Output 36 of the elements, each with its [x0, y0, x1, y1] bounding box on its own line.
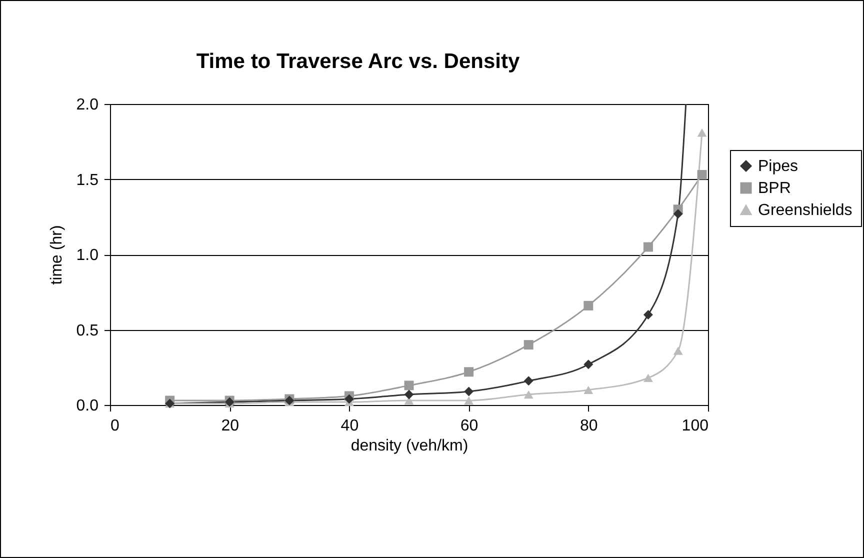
point — [464, 396, 474, 405]
x-tick-label: 60 — [460, 418, 478, 434]
legend-label: BPR — [758, 180, 791, 197]
x-axis-title: density (veh/km) — [350, 438, 468, 454]
point — [584, 300, 594, 310]
chart-title: Time to Traverse Arc vs. Density — [196, 50, 520, 73]
point — [464, 367, 474, 377]
point — [584, 360, 594, 370]
point — [584, 386, 594, 394]
x-tick-label: 0 — [110, 418, 120, 434]
point — [344, 394, 354, 404]
y-axis-title: time (hr) — [48, 225, 66, 285]
point — [673, 346, 683, 355]
point — [673, 209, 683, 219]
point — [404, 390, 414, 400]
point — [404, 380, 414, 390]
y-tick-label: 0.0 — [76, 398, 99, 414]
y-tick-label: 2.0 — [76, 96, 99, 114]
point — [524, 376, 534, 386]
point — [643, 242, 653, 252]
y-tick-label: 1.5 — [76, 172, 99, 189]
point — [697, 170, 707, 180]
x-tick-label: 80 — [580, 418, 598, 434]
point — [524, 340, 534, 350]
y-tick-label: 1.0 — [76, 247, 99, 264]
point — [643, 374, 653, 382]
x-tick-label: 20 — [221, 418, 240, 434]
x-tick-label: 100 — [682, 418, 709, 434]
point — [643, 310, 653, 320]
point — [697, 128, 707, 137]
legend-label: Pipes — [758, 158, 798, 175]
point — [524, 390, 534, 399]
x-tick-label: 40 — [340, 418, 359, 434]
y-tick-label: 0.5 — [76, 322, 99, 340]
legend-label: Greenshields — [758, 202, 852, 219]
point — [464, 386, 474, 396]
